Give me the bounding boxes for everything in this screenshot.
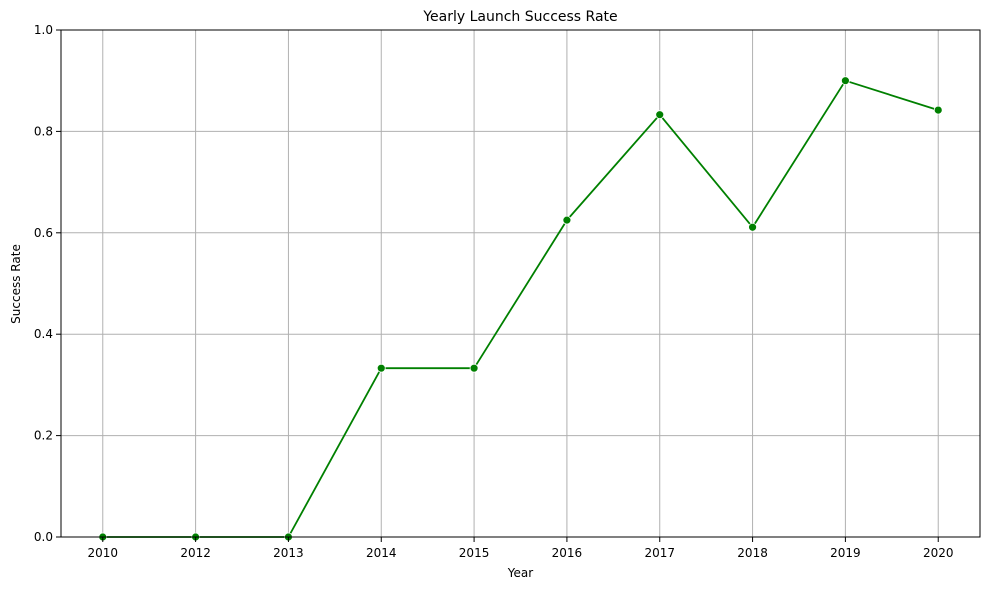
axes: 2010 2012 2013 2014 2015 2016 2017 2018 2019 2020…	[34, 23, 981, 560]
data-point	[840, 76, 850, 86]
y-tick-label: 0.8	[34, 124, 53, 138]
x-tick-label: 2016	[552, 546, 583, 560]
y-tick-label: 0.2	[34, 429, 53, 443]
x-axis-label: Year	[507, 566, 533, 580]
x-tick-label: 2014	[366, 546, 397, 560]
x-tick-label: 2015	[459, 546, 490, 560]
x-tick-label: 2012	[180, 546, 211, 560]
x-tick-label: 2020	[923, 546, 954, 560]
data-point	[562, 215, 572, 225]
data-point	[376, 363, 386, 373]
data-point	[933, 105, 943, 115]
chart-title: Yearly Launch Success Rate	[422, 9, 617, 25]
data-point	[469, 363, 479, 373]
x-tick-label: 2018	[737, 546, 768, 560]
x-tick-label: 2010	[87, 546, 118, 560]
x-tick-label: 2019	[830, 546, 861, 560]
y-tick-label: 0.6	[34, 226, 53, 240]
y-tick-label: 1.0	[34, 23, 53, 37]
plot-frame	[60, 29, 981, 538]
y-tick-label: 0.4	[34, 327, 53, 341]
data-point	[655, 110, 665, 120]
x-tick-label: 2013	[273, 546, 304, 560]
x-tick-label: 2017	[644, 546, 675, 560]
y-tick-label: 0.0	[34, 530, 53, 544]
data-point	[748, 222, 757, 232]
y-axis-label: Success Rate	[9, 244, 23, 324]
